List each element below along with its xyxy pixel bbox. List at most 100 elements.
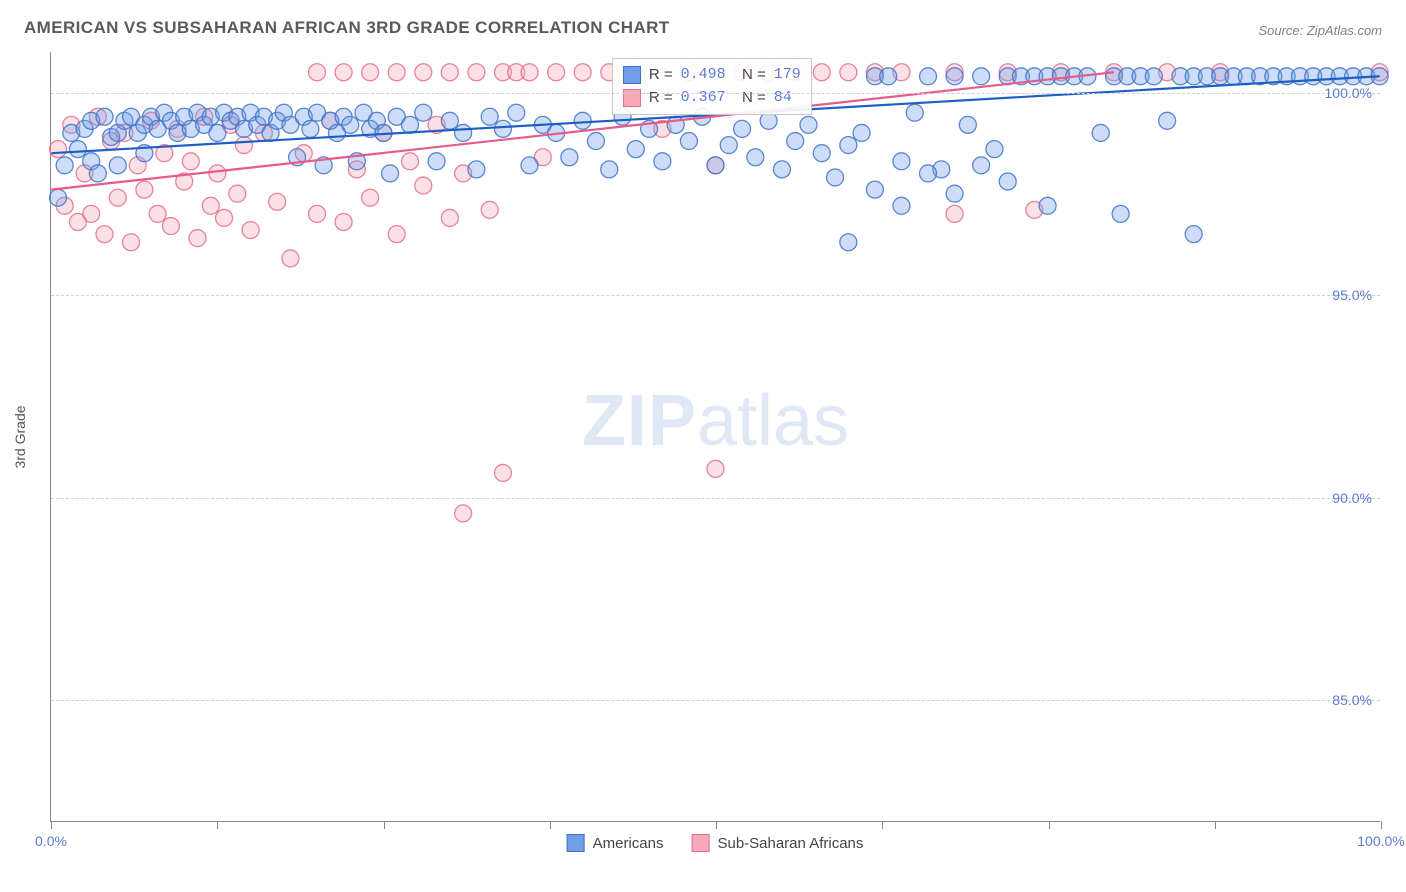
data-point xyxy=(69,214,86,231)
gridline xyxy=(51,295,1380,296)
data-point xyxy=(169,124,186,141)
data-point xyxy=(946,68,963,85)
legend-item: Americans xyxy=(567,834,664,852)
data-point xyxy=(1159,64,1176,81)
chart-title: AMERICAN VS SUBSAHARAN AFRICAN 3RD GRADE… xyxy=(24,18,670,38)
data-point xyxy=(654,120,671,137)
data-point xyxy=(1185,68,1202,85)
data-point xyxy=(920,165,937,182)
data-point xyxy=(189,104,206,121)
data-point xyxy=(116,112,133,129)
data-point xyxy=(747,149,764,166)
data-point xyxy=(202,197,219,214)
data-point xyxy=(96,226,113,243)
data-point xyxy=(50,189,67,206)
data-point xyxy=(123,234,140,251)
data-point xyxy=(1066,68,1083,85)
data-point xyxy=(375,124,392,141)
data-point xyxy=(315,157,332,174)
x-tick xyxy=(384,821,385,829)
data-point xyxy=(209,165,226,182)
data-point xyxy=(999,68,1016,85)
data-point xyxy=(382,165,399,182)
data-point xyxy=(309,205,326,222)
data-point xyxy=(548,124,565,141)
data-point xyxy=(1052,64,1069,81)
data-point xyxy=(1105,68,1122,85)
data-point xyxy=(827,169,844,186)
data-point xyxy=(760,112,777,129)
data-point xyxy=(255,108,272,125)
data-point xyxy=(142,112,159,129)
scatter-svg xyxy=(51,52,1380,821)
data-point xyxy=(1092,124,1109,141)
data-point xyxy=(548,64,565,81)
data-point xyxy=(169,120,186,137)
data-point xyxy=(840,234,857,251)
data-point xyxy=(1318,68,1335,85)
data-point xyxy=(893,197,910,214)
data-point xyxy=(415,177,432,194)
trend-line xyxy=(51,72,1114,189)
data-point xyxy=(235,137,252,154)
data-point xyxy=(1358,68,1375,85)
data-point xyxy=(235,120,252,137)
data-point xyxy=(587,133,604,150)
data-point xyxy=(189,230,206,247)
data-point xyxy=(69,141,86,158)
data-point xyxy=(494,464,511,481)
chart-header: AMERICAN VS SUBSAHARAN AFRICAN 3RD GRADE… xyxy=(0,0,1406,44)
data-point xyxy=(83,112,100,129)
data-point xyxy=(335,64,352,81)
data-point xyxy=(89,108,106,125)
data-point xyxy=(1331,68,1348,85)
data-point xyxy=(242,104,259,121)
data-point xyxy=(269,193,286,210)
x-tick xyxy=(882,821,883,829)
data-point xyxy=(428,116,445,133)
data-point xyxy=(335,108,352,125)
legend-label: Americans xyxy=(593,835,664,852)
data-point xyxy=(1238,68,1255,85)
data-point xyxy=(773,161,790,178)
data-point xyxy=(402,153,419,170)
data-point xyxy=(335,214,352,231)
x-tick xyxy=(1215,821,1216,829)
data-point xyxy=(415,64,432,81)
data-point xyxy=(83,153,100,170)
n-value: 84 xyxy=(774,86,792,109)
data-point xyxy=(162,218,179,235)
data-point xyxy=(906,104,923,121)
legend-stat-row: R = 0.498 N = 179 xyxy=(623,63,801,86)
data-point xyxy=(481,201,498,218)
data-point xyxy=(1265,68,1282,85)
y-tick-label: 100.0% xyxy=(1325,85,1372,101)
data-point xyxy=(574,64,591,81)
gridline xyxy=(51,498,1380,499)
data-point xyxy=(441,209,458,226)
data-point xyxy=(428,153,445,170)
r-label: R = xyxy=(649,86,673,109)
r-value: 0.367 xyxy=(681,86,726,109)
data-point xyxy=(1079,68,1096,85)
data-point xyxy=(322,112,339,129)
data-point xyxy=(853,124,870,141)
data-point xyxy=(707,157,724,174)
data-point xyxy=(342,116,359,133)
data-point xyxy=(534,149,551,166)
legend-item: Sub-Saharan Africans xyxy=(691,834,863,852)
data-point xyxy=(56,197,73,214)
legend-swatch xyxy=(567,834,585,852)
data-point xyxy=(654,153,671,170)
legend-swatch xyxy=(623,66,641,84)
data-point xyxy=(402,116,419,133)
data-point xyxy=(494,120,511,137)
data-point xyxy=(946,205,963,222)
data-point xyxy=(216,209,233,226)
data-point xyxy=(521,157,538,174)
data-point xyxy=(866,64,883,81)
data-point xyxy=(362,120,379,137)
data-point xyxy=(1198,68,1215,85)
data-point xyxy=(116,124,133,141)
data-point xyxy=(866,181,883,198)
